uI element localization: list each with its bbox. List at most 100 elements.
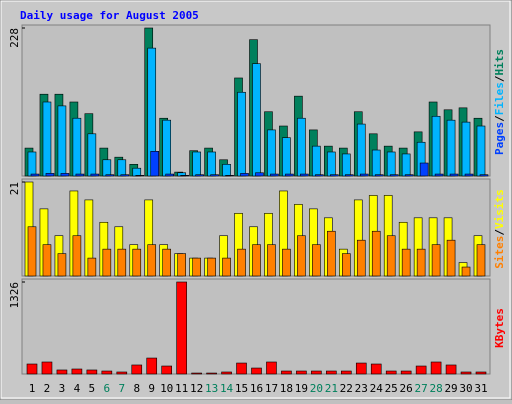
legend-entry: Hits — [493, 49, 506, 76]
bar — [449, 173, 459, 177]
y-tick-label: 21 — [8, 182, 21, 195]
bar — [431, 115, 441, 177]
bar — [71, 368, 83, 375]
x-tick-label: 6 — [104, 382, 111, 395]
bar — [237, 248, 246, 277]
bar — [326, 370, 337, 375]
legend-entry: KBytes — [493, 308, 506, 348]
x-tick-label: 23 — [355, 382, 368, 395]
bar — [327, 230, 336, 277]
bar — [356, 239, 366, 277]
x-tick-label: 9 — [148, 382, 155, 395]
bar — [479, 174, 489, 177]
bar — [240, 173, 249, 177]
bar — [176, 281, 187, 375]
bar — [312, 145, 321, 177]
bar — [330, 174, 339, 177]
bar — [255, 172, 264, 177]
bar — [42, 244, 52, 277]
x-tick-label: 4 — [74, 382, 81, 395]
bar — [460, 371, 472, 375]
bar — [359, 173, 369, 177]
bar — [386, 235, 396, 277]
legend-entry: Files — [493, 82, 506, 115]
bar — [404, 174, 414, 177]
bar — [120, 174, 130, 177]
bar — [356, 123, 366, 177]
bar — [476, 244, 486, 277]
legend: Pages/Files/Hits — [493, 49, 506, 155]
bar — [87, 133, 97, 177]
bar — [56, 369, 68, 375]
bar — [252, 63, 261, 177]
x-tick-label: 13 — [205, 382, 218, 395]
x-tick-label: 11 — [175, 382, 188, 395]
bar — [341, 153, 351, 177]
bar — [267, 129, 276, 177]
x-tick-label: 22 — [340, 382, 353, 395]
bar — [315, 174, 324, 177]
bar — [57, 105, 67, 177]
bar — [75, 173, 85, 177]
bar — [266, 361, 277, 375]
bar — [45, 173, 55, 177]
bar — [311, 370, 322, 375]
bar — [236, 362, 247, 375]
bar — [270, 173, 279, 177]
x-tick-label: 25 — [385, 382, 398, 395]
x-tick-label: 29 — [444, 382, 457, 395]
x-tick-label: 14 — [220, 382, 234, 395]
bar — [150, 151, 160, 177]
y-tick-label: 228 — [8, 28, 21, 48]
x-tick-label: 2 — [44, 382, 51, 395]
bar — [30, 173, 40, 177]
bar — [461, 121, 471, 177]
x-tick-label: 15 — [235, 382, 248, 395]
bar — [177, 253, 186, 277]
bar — [180, 175, 189, 177]
bar — [162, 119, 171, 177]
bar — [146, 357, 158, 375]
legend-entry: Pages — [493, 122, 506, 155]
bar — [41, 361, 53, 375]
bar — [191, 372, 202, 375]
x-tick-label: 24 — [370, 382, 384, 395]
bar — [344, 174, 354, 177]
bar — [386, 151, 396, 177]
bar — [327, 151, 336, 177]
bar — [222, 164, 231, 177]
bar — [117, 248, 127, 277]
bar — [401, 248, 411, 277]
legend: KBytes — [493, 308, 506, 348]
x-tick-label: 28 — [429, 382, 442, 395]
x-tick-label: 3 — [59, 382, 66, 395]
x-tick-label: 17 — [265, 382, 278, 395]
bar — [282, 137, 291, 177]
bar — [222, 257, 231, 277]
legend-separator: / — [493, 75, 506, 82]
panel — [21, 278, 491, 375]
bar — [165, 173, 174, 177]
bar — [101, 370, 113, 375]
bar — [415, 365, 427, 375]
bar — [434, 173, 444, 177]
bar — [27, 226, 37, 277]
x-tick-label: 10 — [160, 382, 173, 395]
bar — [210, 174, 219, 177]
bar — [300, 173, 309, 177]
bar — [105, 174, 115, 177]
bar — [207, 151, 216, 177]
bar — [225, 175, 234, 177]
x-tick-label: 18 — [280, 382, 293, 395]
legend-separator: / — [493, 229, 506, 236]
y-tick-label: 1326 — [8, 282, 21, 309]
bar — [161, 365, 172, 375]
bar — [72, 117, 82, 177]
bar — [147, 244, 157, 277]
bar — [251, 367, 262, 375]
bar — [281, 370, 292, 375]
bar — [206, 372, 217, 375]
bar — [341, 253, 351, 277]
